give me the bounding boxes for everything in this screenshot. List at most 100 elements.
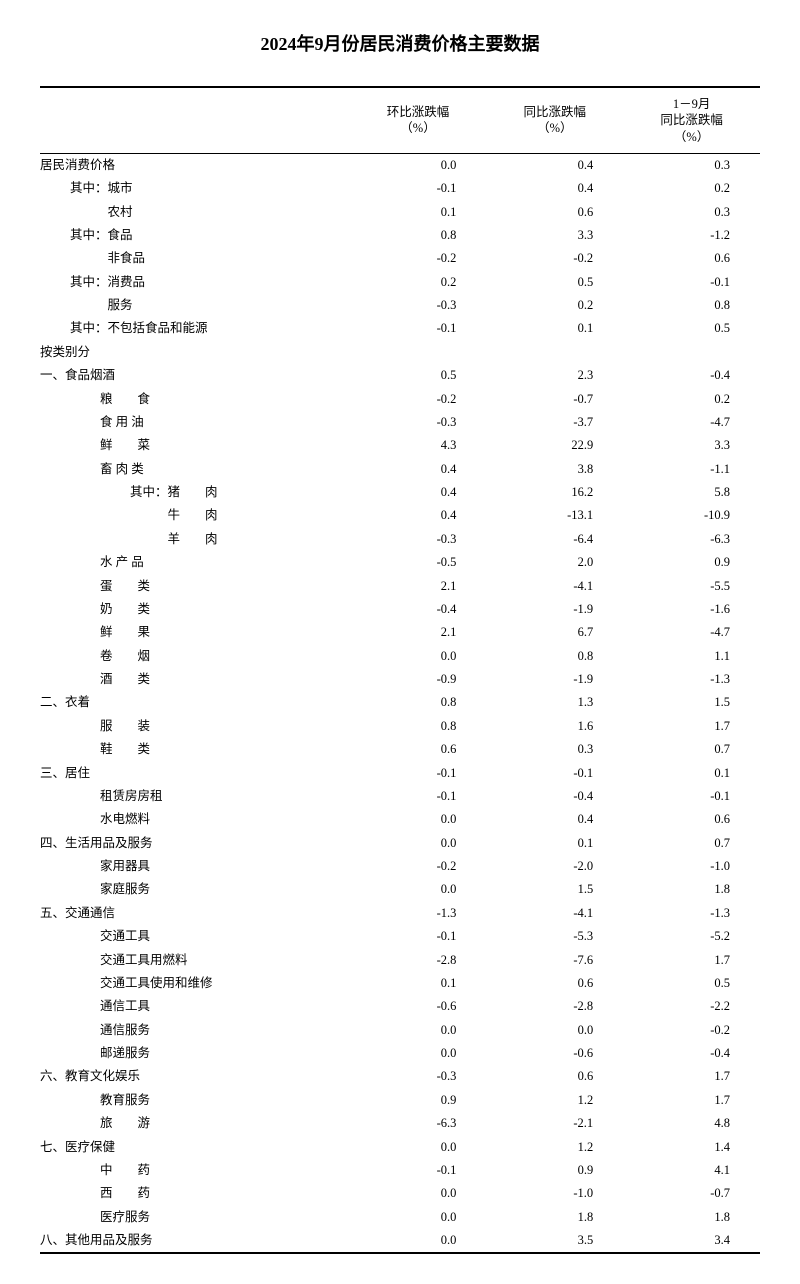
cell-value: 2.3 xyxy=(486,364,623,387)
cell-value: -0.4 xyxy=(350,598,487,621)
cell-value: 0.8 xyxy=(350,715,487,738)
table-row: 七、医疗保健0.01.21.4 xyxy=(40,1136,760,1159)
table-row: 水 产 品-0.52.00.9 xyxy=(40,551,760,574)
cell-value: 1.2 xyxy=(486,1089,623,1112)
table-row: 其中：食品0.83.3-1.2 xyxy=(40,224,760,247)
row-label: 其中：食品 xyxy=(40,224,350,247)
header-row: 环比涨跌幅（%） 同比涨跌幅（%） 1－9月同比涨跌幅（%） xyxy=(40,87,760,153)
cell-value: 0.8 xyxy=(623,294,760,317)
cell-value: -1.3 xyxy=(350,902,487,925)
cell-value: -0.7 xyxy=(486,388,623,411)
cell-value: -0.4 xyxy=(623,364,760,387)
table-row: 西 药0.0-1.0-0.7 xyxy=(40,1182,760,1205)
cell-value: 3.8 xyxy=(486,458,623,481)
cell-value: 4.8 xyxy=(623,1112,760,1135)
row-label: 按类别分 xyxy=(40,341,350,364)
cell-value: 0.5 xyxy=(623,972,760,995)
cell-value: -4.7 xyxy=(623,411,760,434)
row-label: 卷 烟 xyxy=(40,645,350,668)
cell-value: -0.6 xyxy=(486,1042,623,1065)
row-label: 交通工具使用和维修 xyxy=(40,972,350,995)
cell-value: 1.7 xyxy=(623,949,760,972)
cell-value: 3.5 xyxy=(486,1229,623,1253)
cell-value: -0.1 xyxy=(350,1159,487,1182)
cell-value: 0.5 xyxy=(486,271,623,294)
cell-value: 0.0 xyxy=(350,645,487,668)
cell-value: 0.0 xyxy=(350,153,487,177)
cell-value: -0.1 xyxy=(623,271,760,294)
row-label: 交通工具 xyxy=(40,925,350,948)
cell-value: 1.8 xyxy=(486,1206,623,1229)
table-row: 医疗服务0.01.81.8 xyxy=(40,1206,760,1229)
table-body: 居民消费价格0.00.40.3其中：城市-0.10.40.2 农村0.10.60… xyxy=(40,153,760,1253)
row-label: 八、其他用品及服务 xyxy=(40,1229,350,1253)
cell-value: 1.6 xyxy=(486,715,623,738)
cell-value: 0.1 xyxy=(350,972,487,995)
table-row: 其中：城市-0.10.40.2 xyxy=(40,177,760,200)
table-row: 牛 肉0.4-13.1-10.9 xyxy=(40,504,760,527)
cell-value xyxy=(486,341,623,364)
cell-value: 0.9 xyxy=(486,1159,623,1182)
table-row: 羊 肉-0.3-6.4-6.3 xyxy=(40,528,760,551)
cell-value: -0.4 xyxy=(623,1042,760,1065)
table-row: 通信工具-0.6-2.8-2.2 xyxy=(40,995,760,1018)
cell-value: -4.1 xyxy=(486,902,623,925)
table-row: 教育服务0.91.21.7 xyxy=(40,1089,760,1112)
table-row: 农村0.10.60.3 xyxy=(40,201,760,224)
cell-value: -0.3 xyxy=(350,411,487,434)
row-label: 食 用 油 xyxy=(40,411,350,434)
row-label: 鞋 类 xyxy=(40,738,350,761)
row-label: 非食品 xyxy=(40,247,350,270)
table-row: 水电燃料0.00.40.6 xyxy=(40,808,760,831)
row-label: 服 装 xyxy=(40,715,350,738)
cell-value: -4.1 xyxy=(486,575,623,598)
cell-value: 0.3 xyxy=(486,738,623,761)
cell-value: -2.1 xyxy=(486,1112,623,1135)
cell-value: -5.3 xyxy=(486,925,623,948)
row-label: 医疗服务 xyxy=(40,1206,350,1229)
cell-value: -0.2 xyxy=(350,388,487,411)
table-row: 交通工具-0.1-5.3-5.2 xyxy=(40,925,760,948)
cell-value: 4.3 xyxy=(350,434,487,457)
table-row: 鞋 类0.60.30.7 xyxy=(40,738,760,761)
header-col0 xyxy=(40,87,350,153)
cell-value: -0.4 xyxy=(486,785,623,808)
table-row: 交通工具用燃料-2.8-7.61.7 xyxy=(40,949,760,972)
cell-value xyxy=(350,341,487,364)
cell-value: 0.0 xyxy=(350,1229,487,1253)
cell-value: 1.1 xyxy=(623,645,760,668)
table-row: 旅 游-6.3-2.14.8 xyxy=(40,1112,760,1135)
cell-value: -1.0 xyxy=(486,1182,623,1205)
table-row: 邮递服务0.0-0.6-0.4 xyxy=(40,1042,760,1065)
cell-value: 0.8 xyxy=(486,645,623,668)
row-label: 水 产 品 xyxy=(40,551,350,574)
row-label: 邮递服务 xyxy=(40,1042,350,1065)
row-label: 其中：猪 肉 xyxy=(40,481,350,504)
cell-value: 2.1 xyxy=(350,575,487,598)
cell-value: -5.5 xyxy=(623,575,760,598)
cell-value: 0.6 xyxy=(623,808,760,831)
cell-value: -1.1 xyxy=(623,458,760,481)
cell-value: 6.7 xyxy=(486,621,623,644)
cell-value: 0.8 xyxy=(350,691,487,714)
cell-value: 0.1 xyxy=(623,762,760,785)
table-row: 奶 类-0.4-1.9-1.6 xyxy=(40,598,760,621)
cell-value: 0.0 xyxy=(350,1042,487,1065)
table-row: 居民消费价格0.00.40.3 xyxy=(40,153,760,177)
cell-value: 1.7 xyxy=(623,715,760,738)
row-label: 粮 食 xyxy=(40,388,350,411)
cell-value: 0.1 xyxy=(486,832,623,855)
cell-value: 1.3 xyxy=(486,691,623,714)
cell-value: 3.3 xyxy=(623,434,760,457)
row-label: 牛 肉 xyxy=(40,504,350,527)
cell-value: 0.4 xyxy=(486,177,623,200)
cell-value: 0.3 xyxy=(623,153,760,177)
row-label: 其中：城市 xyxy=(40,177,350,200)
row-label: 七、医疗保健 xyxy=(40,1136,350,1159)
row-label: 其中：不包括食品和能源 xyxy=(40,317,350,340)
table-row: 二、衣着0.81.31.5 xyxy=(40,691,760,714)
table-row: 鲜 果2.16.7-4.7 xyxy=(40,621,760,644)
cell-value: -0.7 xyxy=(623,1182,760,1205)
table-row: 非食品-0.2-0.20.6 xyxy=(40,247,760,270)
cell-value: 1.4 xyxy=(623,1136,760,1159)
